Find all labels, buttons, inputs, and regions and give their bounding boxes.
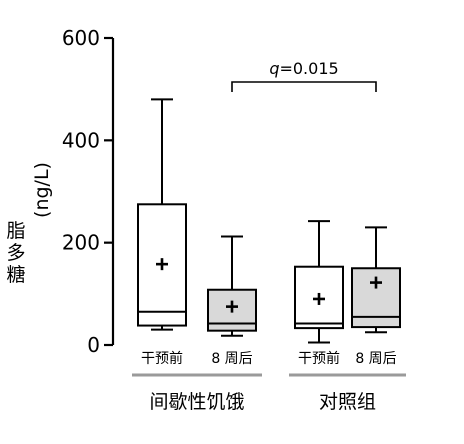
x-category-label: 干预前: [141, 350, 183, 367]
box-body: [137, 203, 187, 327]
significance-bracket: [231, 81, 377, 92]
y-tick-label: 400: [62, 128, 100, 152]
x-category-label: 8 周后: [355, 351, 396, 367]
box-1: [137, 98, 187, 331]
q-symbol: q: [269, 59, 279, 78]
group-label: 间歇性饥饿: [149, 391, 244, 413]
y-tick-label: 600: [62, 26, 100, 50]
box-series: [137, 98, 401, 344]
significance-annotation: q=0.015: [231, 59, 377, 92]
y-axis-title-chinese: 脂 多 糖: [2, 220, 30, 286]
y-axis-title-unit: (ng/L): [31, 162, 53, 218]
box-2: [207, 235, 257, 337]
box-4: [351, 226, 401, 334]
y-axis-title-char-1: 脂: [6, 220, 26, 242]
y-axis-title-char-2: 多: [6, 242, 26, 264]
significance-label: q=0.015: [269, 59, 338, 78]
x-category-label: 8 周后: [211, 351, 252, 367]
q-value: =0.015: [279, 59, 338, 78]
y-tick-label: 200: [62, 231, 100, 255]
y-axis-title-char-3: 糖: [6, 264, 26, 286]
y-tick-label: 0: [87, 333, 100, 357]
x-category-label: 干预前: [298, 350, 340, 367]
y-axis: 0 200 400 600 (ng/L): [31, 26, 115, 357]
group-label: 对照组: [319, 391, 376, 413]
box-3: [294, 220, 344, 344]
